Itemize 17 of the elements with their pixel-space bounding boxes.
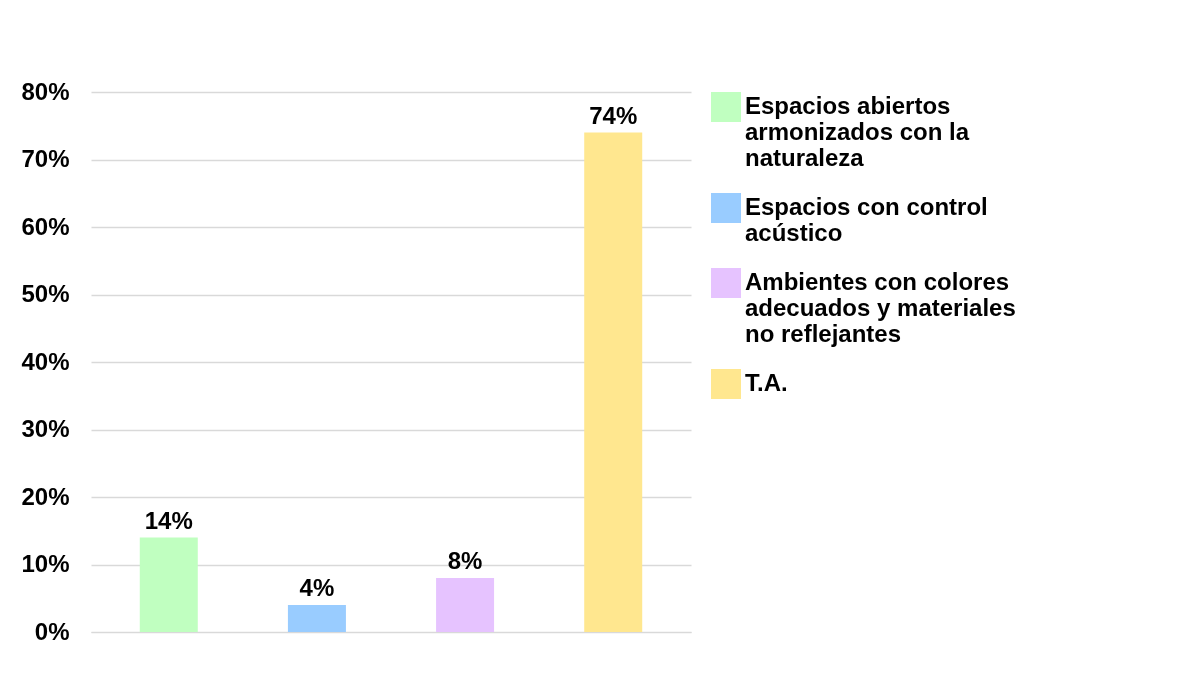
y-tick-label: 20% xyxy=(21,482,70,510)
data-label: 8% xyxy=(447,547,483,574)
y-tick-label: 60% xyxy=(21,212,70,240)
legend-label: Espacios abiertos armonizados con la naturaleza xyxy=(745,92,970,171)
legend-label: T.A. xyxy=(745,369,788,396)
data-label: 4% xyxy=(299,574,335,601)
legend-label: Ambientes con colores adecuados y materiales no reflejantes xyxy=(745,268,1016,347)
y-tick-label: 80% xyxy=(21,77,70,105)
y-tick-label: 30% xyxy=(21,415,70,442)
legend-label: Espacios con control acústico xyxy=(745,193,988,246)
data-label: 74% xyxy=(589,101,638,129)
data-label: 14% xyxy=(144,506,193,534)
y-tick-label: 0% xyxy=(34,617,70,645)
y-tick-label: 40% xyxy=(21,347,70,375)
y-tick-label: 70% xyxy=(21,145,70,172)
y-tick-label: 10% xyxy=(21,550,70,577)
y-tick-label: 50% xyxy=(21,280,70,307)
